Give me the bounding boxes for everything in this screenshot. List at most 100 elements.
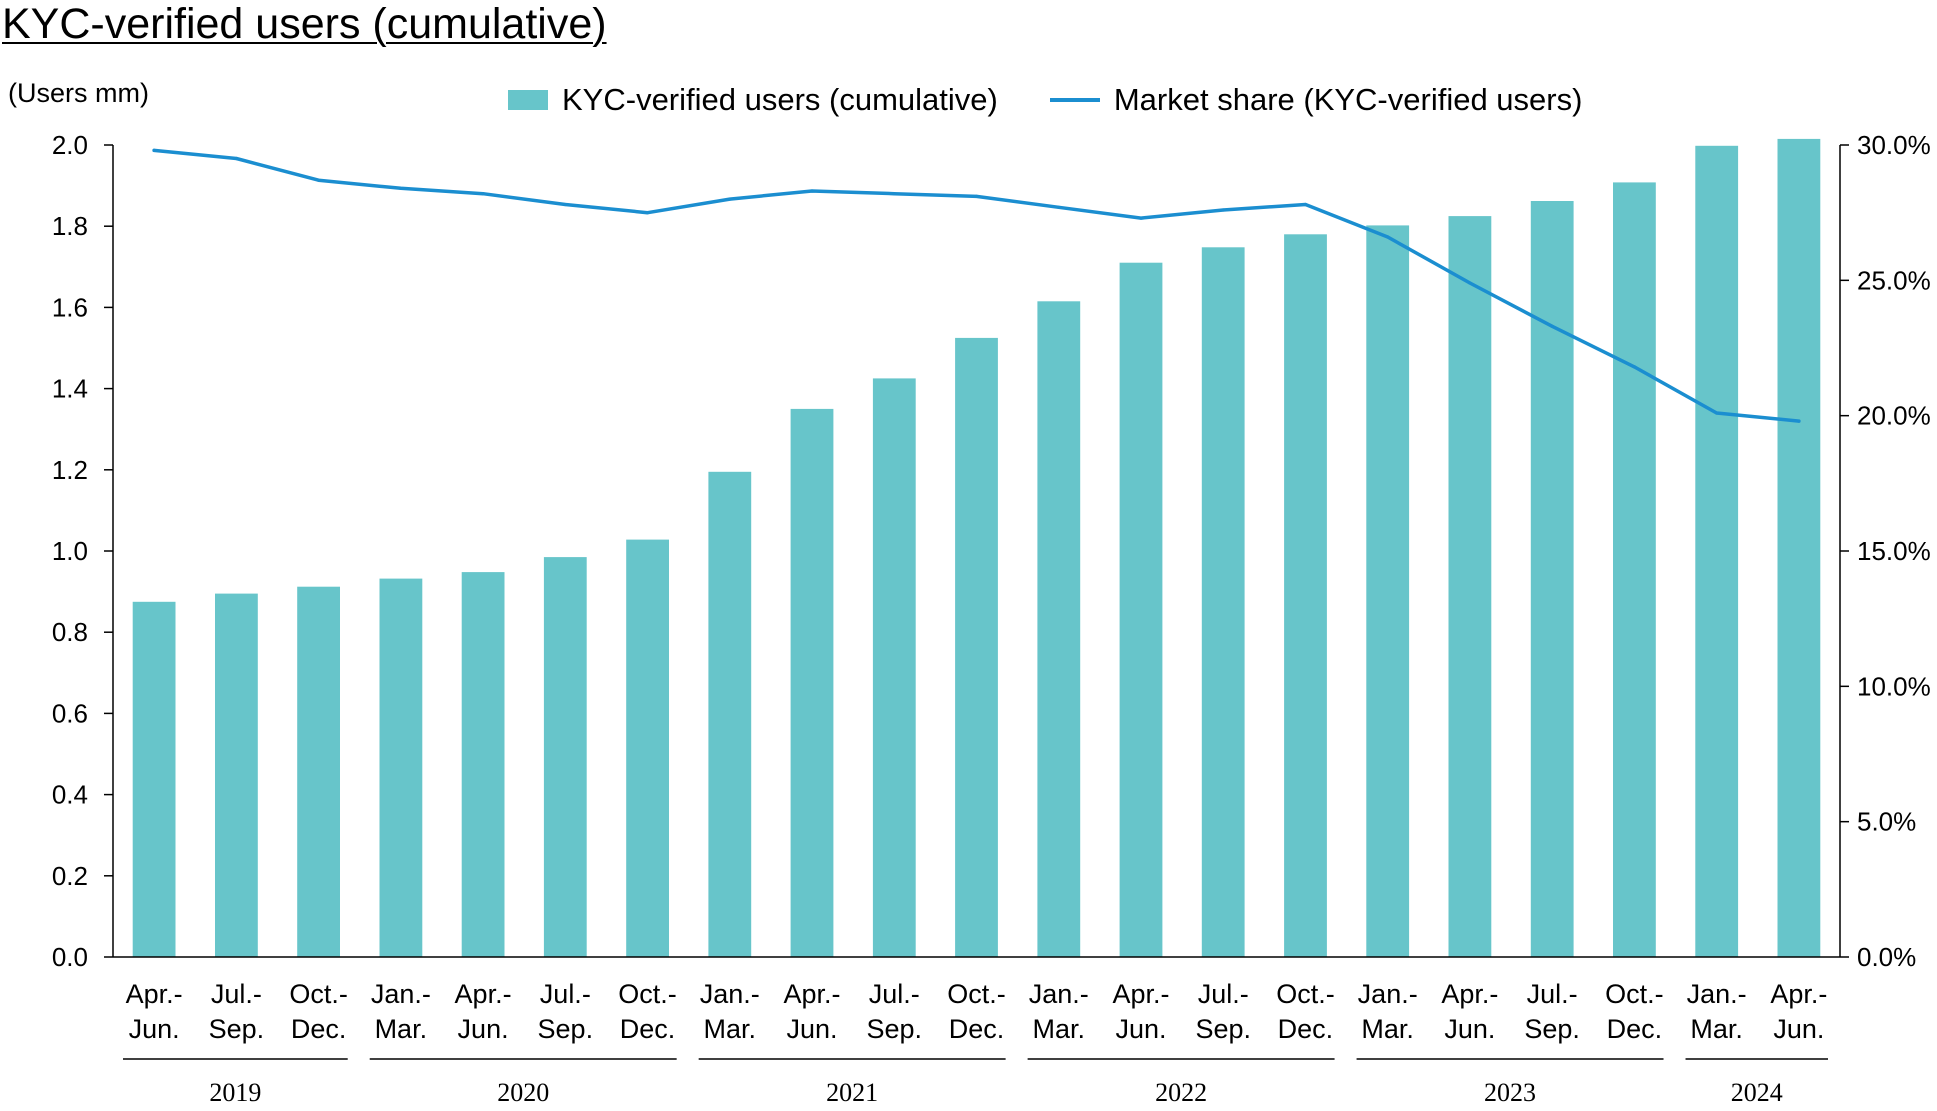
x-tick-label-line2: Mar. [1361,1014,1414,1044]
x-tick-label-line2: Mar. [375,1014,428,1044]
x-tick-label-line2: Jun. [1115,1014,1166,1044]
x-tick-label-line1: Jul.- [869,979,920,1009]
market-share-point-0 [152,148,156,152]
market-share-point-17 [1550,324,1554,328]
x-tick-label-line2: Sep. [209,1014,265,1044]
y-tick-label: 0.8 [52,617,88,647]
y-tick-label: 1.2 [52,455,88,485]
market-share-point-14 [1303,202,1308,207]
market-share-point-16 [1468,281,1472,285]
x-tick-label-line2: Sep. [1524,1014,1580,1044]
y-tick-label: 1.0 [52,536,88,566]
x-tick-label-line1: Jan.- [1358,979,1418,1009]
x-tick-label-line2: Jun. [1444,1014,1495,1044]
bar-kyc-users-1 [215,593,258,957]
x-tick-label-line2: Jun. [1773,1014,1824,1044]
y2-tick-label: 5.0% [1857,807,1916,837]
bar-kyc-users-0 [132,601,176,958]
market-share-point-2 [317,178,321,182]
bar-kyc-users-20 [1777,138,1821,957]
bar-kyc-users-11 [1037,301,1081,957]
x-tick-label-line1: Oct.- [618,979,677,1009]
y2-tick-label: 25.0% [1857,265,1931,295]
x-tick-label-line2: Mar. [1032,1014,1085,1044]
market-share-point-5 [563,202,567,207]
bar-kyc-users-19 [1695,145,1739,958]
x-tick-label-line1: Oct.- [289,979,348,1009]
y-tick-label: 1.6 [52,292,88,322]
bar-kyc-users-9 [872,378,916,957]
x-tick-label-line1: Jan.- [1029,979,1089,1009]
market-share-point-1 [234,156,238,161]
x-tick-label-line1: Jul.- [1527,979,1578,1009]
market-share-point-18 [1632,365,1636,369]
x-tick-label-line1: Jan.- [700,979,760,1009]
x-tick-label-line2: Dec. [1607,1014,1663,1044]
y2-tick-label: 0.0% [1857,942,1916,972]
market-share-point-4 [481,192,485,196]
x-tick-label-line1: Apr.- [126,979,183,1009]
x-tick-label-line1: Oct.- [947,979,1006,1009]
y-tick-label: 0.2 [52,861,88,891]
bar-kyc-users-2 [297,586,340,957]
x-tick-label-line1: Jan.- [1687,979,1747,1009]
x-tick-label-line2: Dec. [1278,1014,1334,1044]
y-tick-label: 1.8 [52,211,88,241]
y2-tick-label: 20.0% [1857,401,1931,431]
bar-kyc-users-3 [379,578,423,957]
legend-line-swatch [1049,98,1100,102]
bar-kyc-users-7 [708,471,752,957]
x-tick-label-line1: Apr.- [1441,979,1498,1009]
legend-item-line[interactable]: Market share (KYC-verified users) [1049,82,1582,118]
legend: KYC-verified users (cumulative) Market s… [508,80,1634,120]
x-tick-label-line2: Dec. [620,1014,676,1044]
x-tick-label-line2: Sep. [538,1014,594,1044]
bar-kyc-users-16 [1448,216,1492,958]
y-tick-label: 0.4 [52,780,88,810]
market-share-point-19 [1715,411,1719,415]
x-tick-label-line1: Apr.- [1770,979,1827,1009]
x-tick-label-line2: Jun. [787,1014,838,1044]
year-group-label: 2021 [826,1078,878,1107]
legend-bar-swatch [508,90,548,110]
x-tick-label-line2: Dec. [291,1014,347,1044]
x-tick-label-line1: Jul.- [211,979,262,1009]
year-group-label: 2023 [1484,1078,1536,1107]
x-tick-label-line2: Jun. [458,1014,509,1044]
x-tick-label-line1: Jul.- [1198,979,1249,1009]
legend-item-bars[interactable]: KYC-verified users (cumulative) [508,82,998,118]
bar-kyc-users-6 [626,539,669,957]
legend-bars-label: KYC-verified users (cumulative) [562,82,998,117]
bar-kyc-users-13 [1201,247,1245,958]
x-tick-label-line2: Mar. [704,1014,757,1044]
market-share-point-12 [1139,216,1143,220]
year-group-label: 2022 [1155,1078,1207,1107]
market-share-point-11 [1057,205,1061,209]
bar-kyc-users-5 [543,557,587,957]
x-tick-label-line2: Jun. [129,1014,180,1044]
bar-kyc-users-18 [1613,182,1656,957]
bar-kyc-users-17 [1530,201,1574,957]
y-tick-label: 0.6 [52,698,88,728]
y2-tick-label: 15.0% [1857,536,1931,566]
x-tick-label-line1: Oct.- [1605,979,1664,1009]
market-share-point-6 [645,211,650,215]
bar-kyc-users-14 [1284,234,1327,958]
y2-tick-label: 30.0% [1857,130,1931,160]
bar-kyc-users-15 [1366,225,1410,957]
year-group-label: 2019 [209,1078,261,1107]
y-tick-label: 1.4 [52,374,88,404]
x-tick-label-line1: Jul.- [540,979,591,1009]
market-share-point-15 [1386,235,1390,239]
x-tick-label-line2: Dec. [949,1014,1005,1044]
year-group-label: 2024 [1731,1078,1783,1107]
x-tick-label-line1: Oct.- [1276,979,1335,1009]
market-share-point-7 [728,197,732,201]
x-tick-label-line1: Apr.- [1112,979,1169,1009]
x-tick-label-line1: Apr.- [455,979,512,1009]
y-tick-label: 0.0 [52,942,88,972]
market-share-point-13 [1221,208,1225,212]
bar-kyc-users-8 [790,408,834,957]
